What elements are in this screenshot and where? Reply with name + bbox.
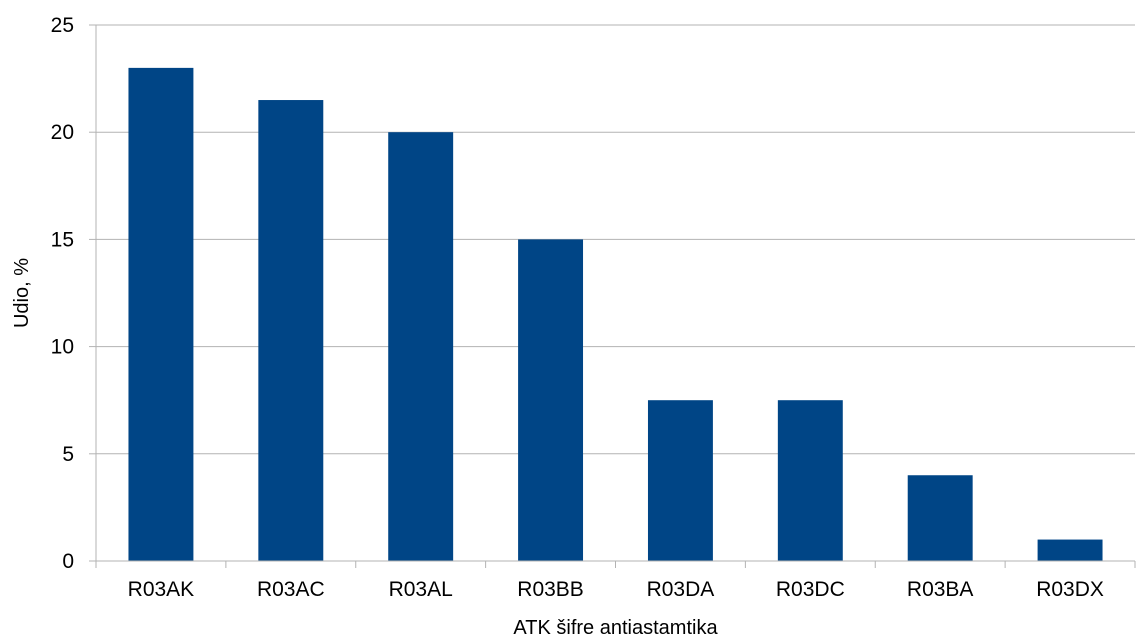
y-tick-label: 10 xyxy=(51,336,74,359)
x-tick-label: R03DC xyxy=(776,578,845,601)
bars xyxy=(128,67,1103,561)
x-tick-label: R03BB xyxy=(517,578,584,601)
x-tick-label: R03DA xyxy=(647,578,715,601)
bar-r03dx xyxy=(1037,539,1103,561)
x-tick-label: R03AC xyxy=(257,578,325,601)
x-tick-labels: R03AK R03AC R03AL R03BB R03DA R03DC R03BA R03DX xyxy=(128,578,1104,601)
x-axis-title: ATK šifre antiastamtika xyxy=(513,617,718,639)
y-tick-label: 0 xyxy=(62,550,74,573)
axes xyxy=(89,24,1136,568)
bar-r03bb xyxy=(518,239,584,561)
x-tick-label: R03AL xyxy=(389,578,453,601)
bar-r03al xyxy=(388,132,454,561)
x-tick-label: R03DX xyxy=(1036,578,1104,601)
bar-r03ba xyxy=(907,475,973,561)
y-tick-label: 25 xyxy=(51,14,74,37)
bar-r03ak xyxy=(128,67,194,561)
bar-r03da xyxy=(647,400,713,561)
y-tick-label: 20 xyxy=(51,121,74,144)
bar-r03ac xyxy=(258,100,324,561)
y-tick-labels: 0 5 10 15 20 25 xyxy=(51,14,74,573)
bar-r03dc xyxy=(777,400,843,561)
x-tick-label: R03AK xyxy=(128,578,195,601)
y-tick-label: 15 xyxy=(51,228,74,251)
grid-lines xyxy=(96,24,1135,455)
x-tick-label: R03BA xyxy=(907,578,974,601)
y-tick-label: 5 xyxy=(62,443,74,466)
y-axis-title: Udio, % xyxy=(11,258,33,328)
